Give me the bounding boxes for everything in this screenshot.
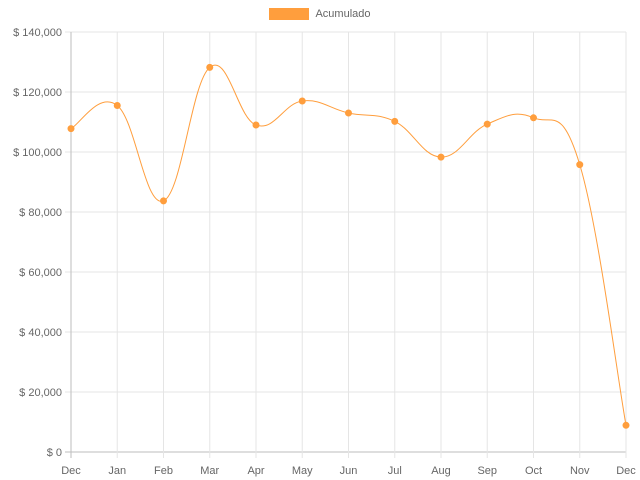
data-point[interactable]	[530, 114, 537, 122]
y-tick-label: $ 20,000	[19, 387, 62, 399]
legend-swatch	[269, 8, 310, 20]
y-tick-label: $ 0	[47, 447, 62, 459]
y-tick-label: $ 40,000	[19, 327, 62, 339]
data-point[interactable]	[391, 117, 399, 125]
grid-layer	[65, 31, 627, 458]
data-point[interactable]	[576, 161, 584, 169]
x-tick-label: Feb	[154, 465, 173, 477]
data-point[interactable]	[67, 125, 75, 133]
x-tick-label: Nov	[570, 465, 590, 477]
data-point[interactable]	[622, 421, 630, 429]
x-tick-label: Dec	[61, 465, 81, 477]
data-point[interactable]	[160, 197, 167, 205]
data-point[interactable]	[298, 97, 306, 105]
series-layer	[67, 63, 630, 429]
data-point[interactable]	[437, 153, 445, 161]
data-point[interactable]	[113, 102, 121, 109]
data-point[interactable]	[483, 120, 491, 128]
x-tick-label: Aug	[431, 465, 451, 477]
y-tick-label: $ 80,000	[19, 207, 62, 219]
y-tick-label: $ 120,000	[13, 87, 62, 99]
y-tick-label: $ 140,000	[13, 27, 62, 39]
x-tick-label: Dec	[616, 465, 636, 477]
data-point[interactable]	[252, 121, 260, 129]
data-point[interactable]	[206, 63, 214, 71]
x-tick-label: Apr	[247, 465, 264, 477]
x-tick-label: Jul	[388, 465, 402, 477]
x-tick-label: Jun	[340, 465, 358, 477]
x-tick-label: Sep	[477, 465, 497, 477]
x-tick-label: Jan	[108, 465, 126, 477]
data-point[interactable]	[345, 109, 352, 117]
x-axis-ticks: Dec Jan Feb Mar Apr May Jun Jul Aug Sep Oct Nov Dec	[61, 465, 636, 477]
x-tick-label: Oct	[525, 465, 542, 477]
x-tick-label: Mar	[200, 465, 219, 477]
legend-label: Acumulado	[315, 8, 371, 20]
legend[interactable]: Acumulado	[0, 8, 640, 20]
y-axis-ticks: $ 0 $ 20,000 $ 40,000 $ 60,000 $ 80,000 $ 100…	[13, 27, 62, 459]
y-tick-label: $ 100,000	[13, 147, 62, 159]
x-tick-label: May	[292, 465, 313, 477]
y-tick-label: $ 60,000	[19, 267, 62, 279]
